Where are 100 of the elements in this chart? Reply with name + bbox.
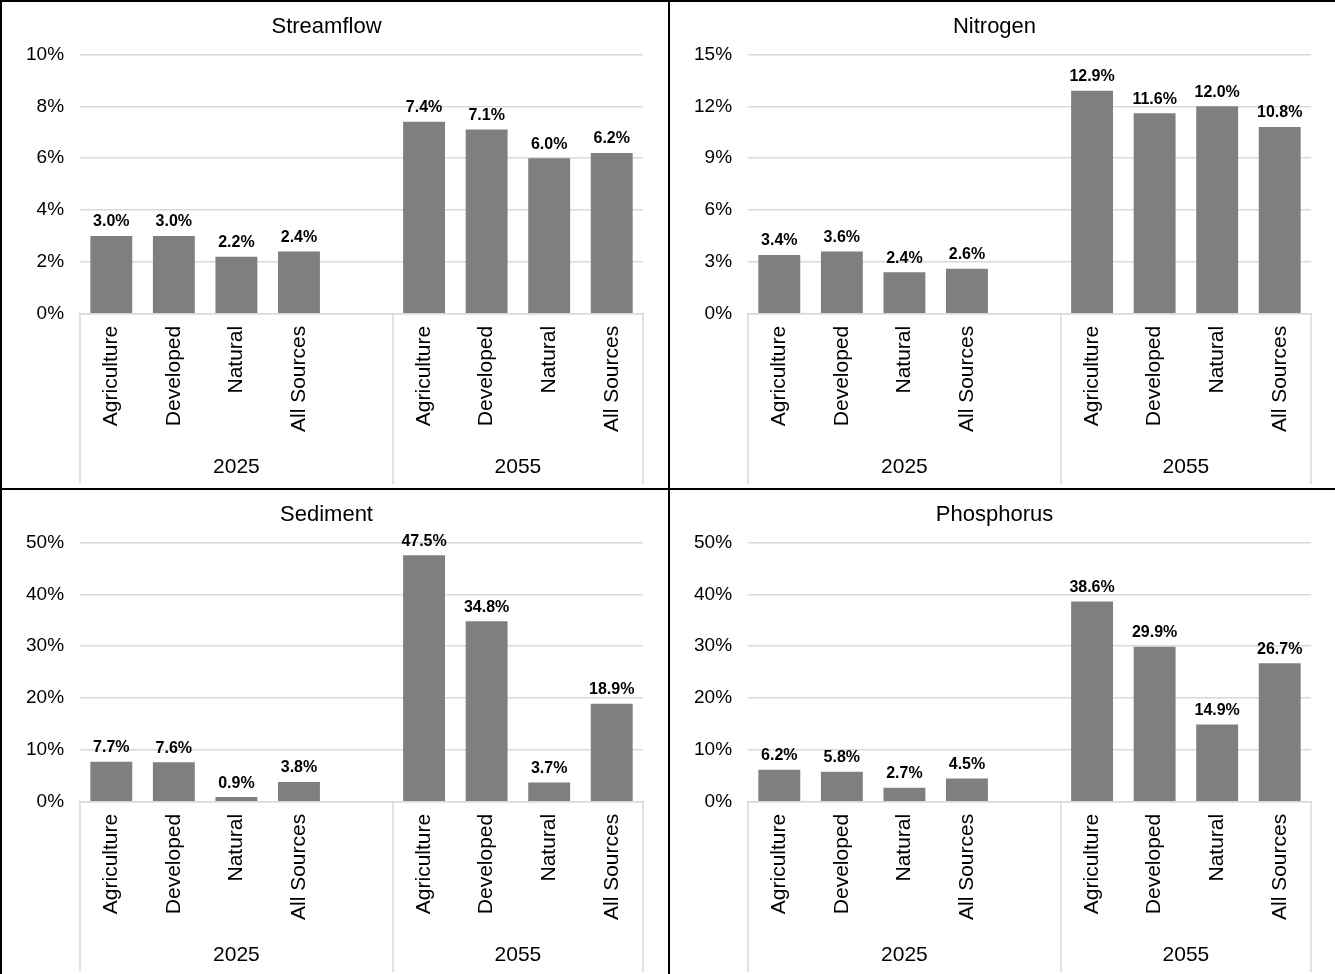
y-tick-label: 3% (704, 250, 733, 272)
data-label: 7.7% (93, 738, 130, 756)
bar (465, 621, 508, 802)
chart-title: Streamflow (271, 13, 382, 39)
x-tick-label: Natural (535, 325, 559, 394)
data-label: 3.4% (761, 231, 798, 249)
y-tick-label: 50% (694, 530, 733, 552)
bar (528, 782, 571, 802)
bar (403, 555, 446, 802)
x-tick-label: Developed (1141, 813, 1165, 915)
y-tick-label: 8% (36, 94, 65, 116)
x-tick-label: All Sources (953, 813, 977, 921)
x-tick-label: All Sources (1266, 813, 1290, 921)
bar (1133, 113, 1176, 314)
bar (1196, 106, 1239, 314)
data-label: 2.7% (886, 764, 923, 782)
y-tick-label: 50% (26, 530, 65, 552)
x-tick-label: All Sources (1266, 325, 1290, 433)
y-tick-label: 4% (36, 198, 65, 220)
x-tick-label: Developed (828, 325, 852, 427)
bar (758, 769, 801, 802)
x-tick-label: Developed (1141, 325, 1165, 427)
bar (1258, 663, 1301, 802)
y-tick-label: 0% (36, 790, 65, 812)
text: 2025 (881, 454, 928, 478)
data-label: 12.0% (1194, 82, 1240, 100)
data-label: 3.0% (155, 212, 193, 230)
x-tick-label: All Sources (285, 813, 309, 921)
data-label: 29.9% (1131, 623, 1178, 641)
y-tick-label: 6% (36, 146, 65, 168)
bar (758, 255, 801, 314)
x-tick-label: Developed (160, 325, 184, 427)
bar (883, 787, 926, 802)
data-label: 4.5% (948, 754, 986, 772)
bar (152, 235, 195, 314)
y-tick-label: 12% (694, 94, 733, 116)
x-tick-label: All Sources (285, 325, 309, 433)
bar (1258, 127, 1301, 314)
bar (590, 152, 633, 314)
x-tick-label: Agriculture (1078, 325, 1102, 427)
data-label: 5.8% (823, 748, 861, 766)
y-tick-label: 30% (694, 634, 733, 656)
bar (528, 158, 571, 314)
text: 2055 (494, 454, 542, 478)
x-tick-label: All Sources (598, 813, 622, 921)
data-label: 3.7% (530, 759, 568, 776)
data-label: 6.2% (593, 129, 630, 147)
x-tick-label: Agriculture (410, 813, 434, 915)
x-tick-label: All Sources (953, 325, 977, 433)
data-label: 2.4% (886, 248, 923, 266)
bar (403, 121, 446, 314)
y-tick-label: 10% (694, 738, 733, 760)
bar (90, 761, 133, 802)
x-tick-label: Developed (473, 325, 497, 427)
data-label: 2.6% (948, 245, 986, 263)
y-tick-label: 40% (26, 582, 65, 604)
bar (465, 129, 508, 314)
chart-title: Sediment (280, 501, 373, 527)
y-tick-label: 10% (26, 42, 65, 64)
x-tick-label: Agriculture (98, 813, 122, 915)
bar (590, 703, 633, 802)
bar (820, 771, 863, 802)
chart-title: Nitrogen (952, 13, 1037, 39)
data-label: 11.6% (1132, 89, 1177, 107)
bar (90, 235, 133, 314)
bar (1196, 724, 1239, 802)
data-label: 26.7% (1257, 639, 1303, 657)
bar (946, 778, 988, 802)
x-tick-label: Agriculture (766, 813, 790, 915)
y-tick-label: 15% (694, 42, 733, 64)
y-tick-label: 9% (704, 146, 733, 168)
data-label: 2.2% (218, 233, 255, 251)
x-tick-label: Agriculture (98, 325, 122, 427)
data-label: 6.0% (530, 134, 568, 152)
x-tick-label: Agriculture (410, 325, 434, 427)
y-tick-label: 6% (704, 198, 733, 220)
data-label: 2.4% (280, 227, 318, 245)
x-tick-label: Agriculture (1078, 813, 1102, 915)
data-label: 6.2% (761, 746, 798, 764)
data-label: 14.9% (1194, 700, 1240, 718)
x-tick-label: Agriculture (766, 325, 790, 427)
x-tick-label: Natural (1203, 325, 1227, 394)
text: 2025 (213, 454, 260, 478)
y-tick-label: 0% (704, 790, 733, 812)
x-tick-label: Developed (473, 813, 497, 915)
bar (215, 256, 258, 314)
text: 2055 (1162, 454, 1210, 478)
bar (278, 782, 320, 802)
bar (278, 251, 320, 314)
y-tick-label: 0% (704, 302, 733, 324)
data-label: 7.4% (405, 98, 443, 116)
bar (1133, 646, 1176, 802)
data-label: 10.8% (1257, 103, 1303, 121)
bar (1071, 601, 1114, 802)
bar (946, 268, 988, 314)
data-label: 38.6% (1069, 577, 1115, 595)
text: 2055 (1162, 942, 1210, 966)
text: 2055 (494, 942, 542, 966)
data-label: 3.6% (823, 227, 861, 245)
y-tick-label: 2% (36, 250, 65, 272)
